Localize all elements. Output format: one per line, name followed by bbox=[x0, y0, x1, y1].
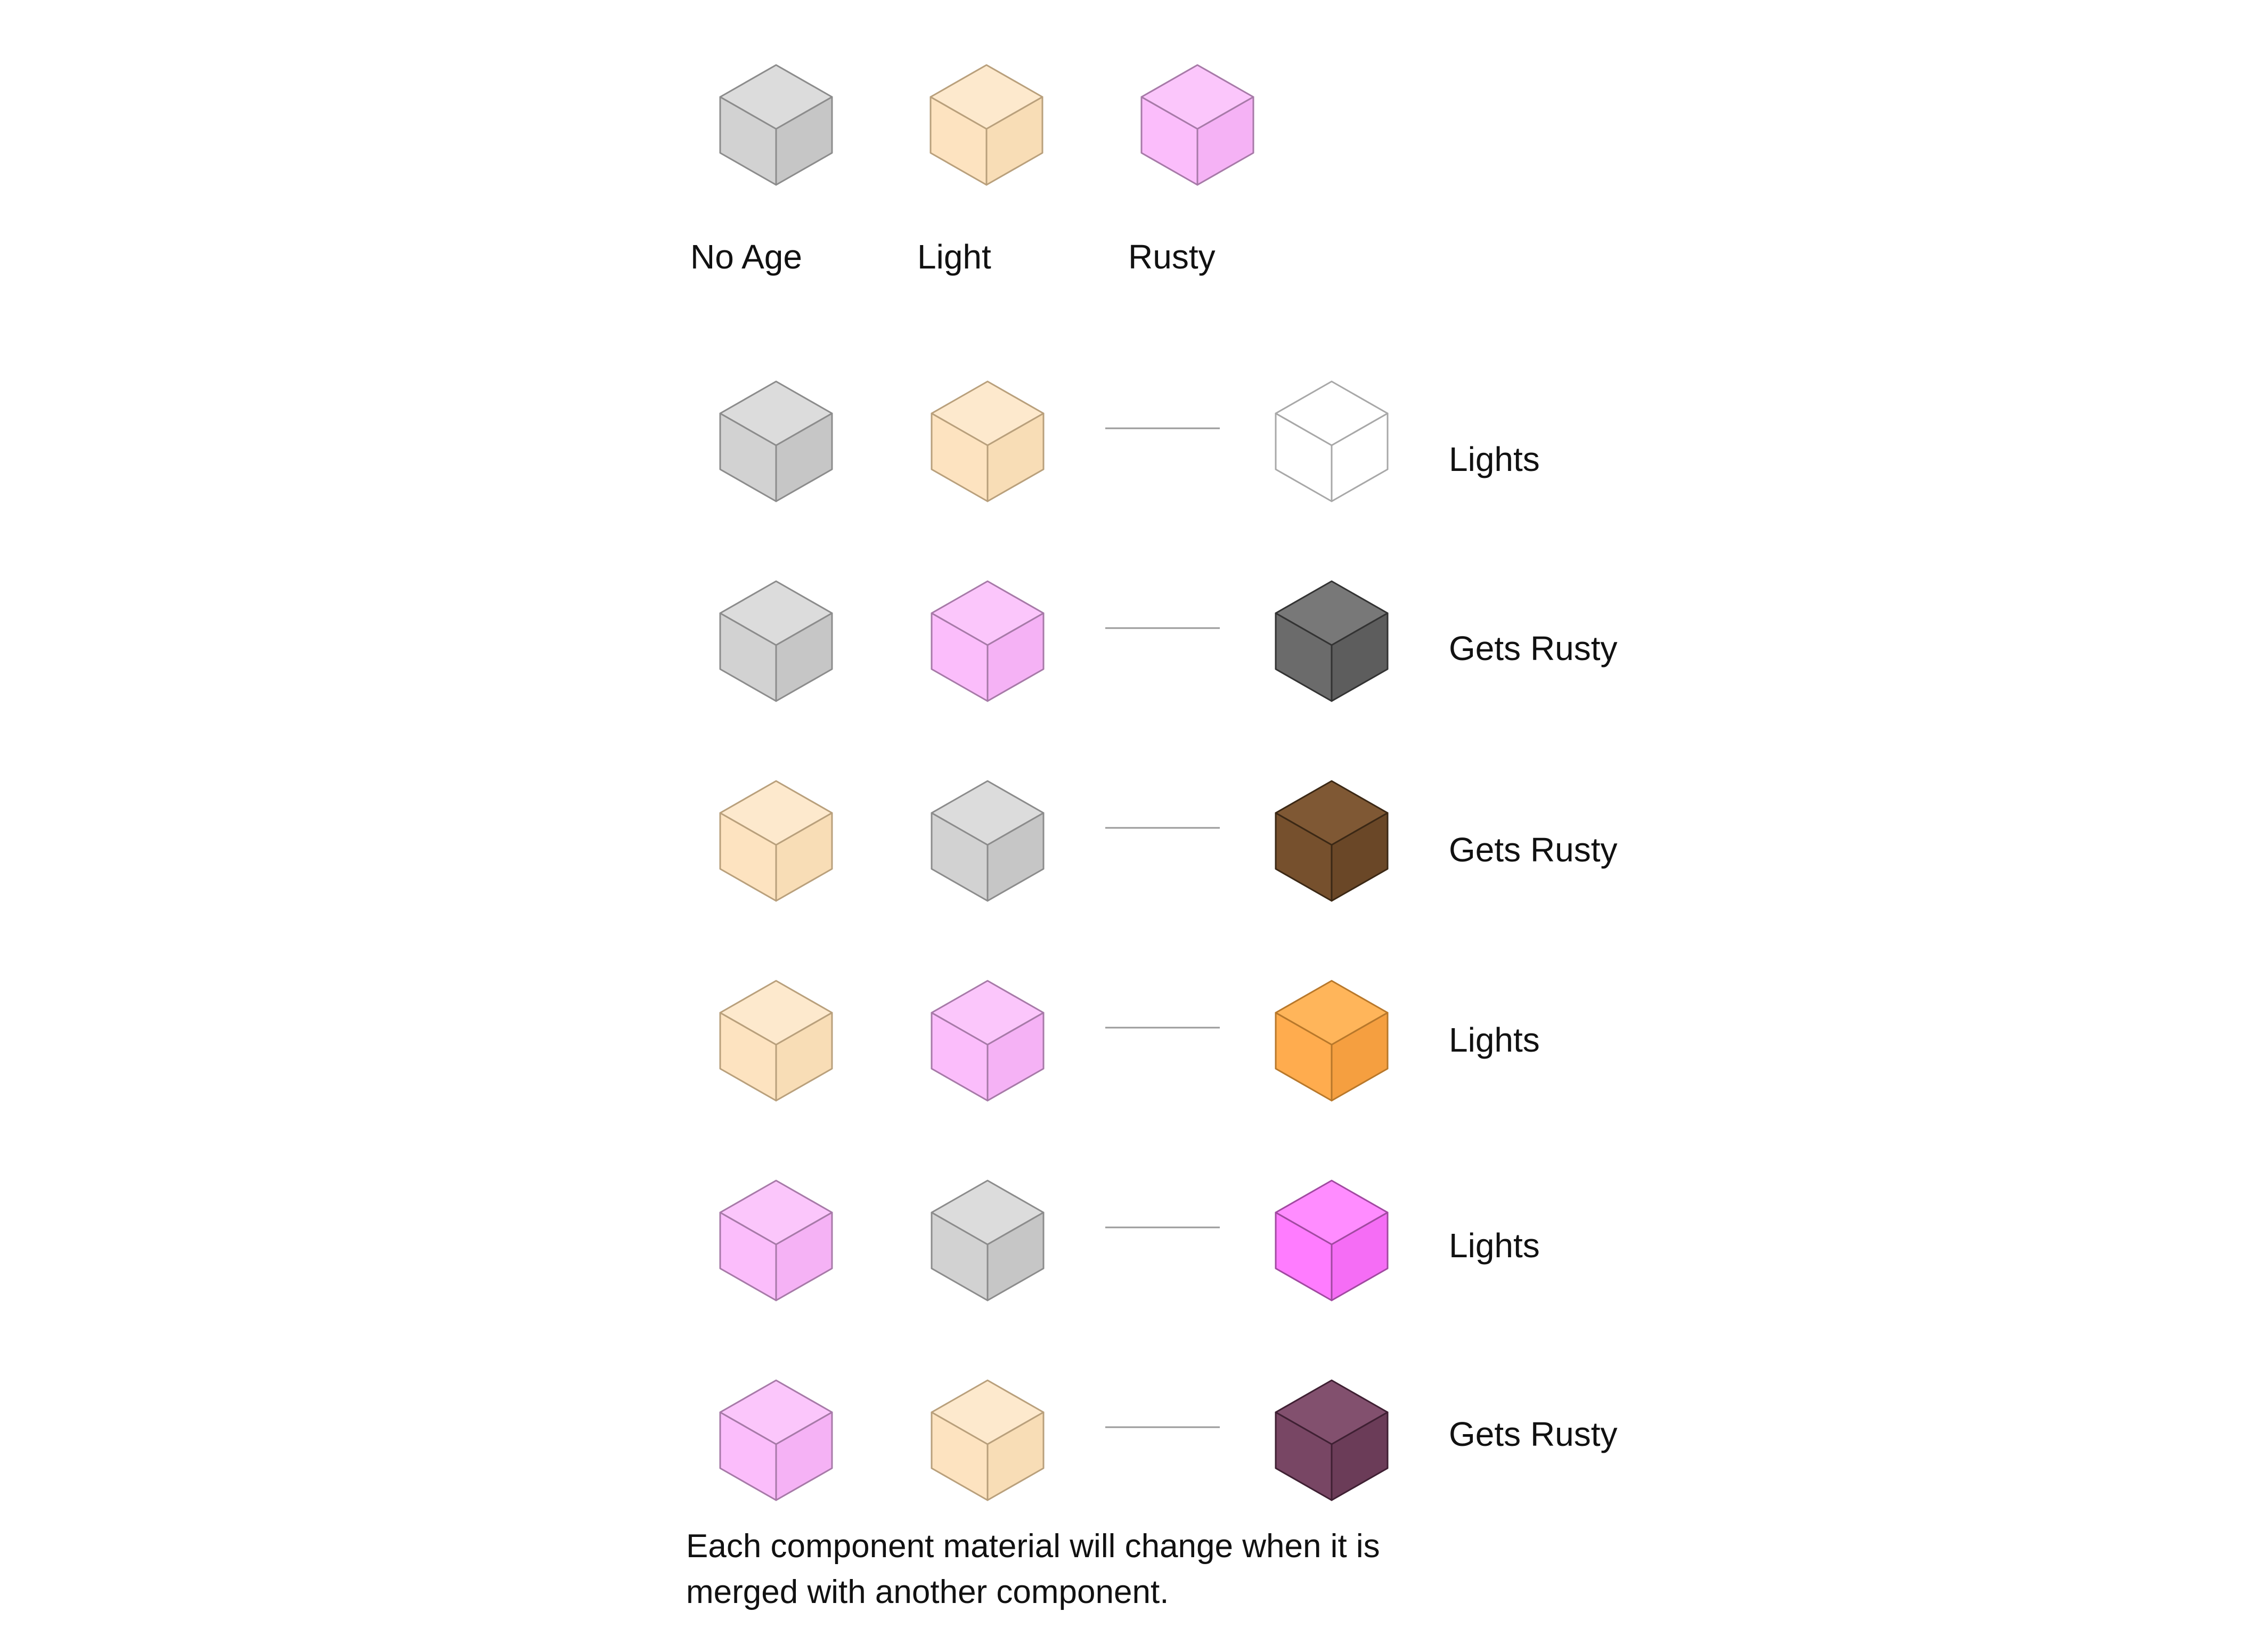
caption-line-1: Each component material will change when… bbox=[686, 1528, 1380, 1565]
input-cube-b-row-4-right-face bbox=[986, 1012, 1045, 1102]
input-cube-b-row-5-right-face bbox=[986, 1211, 1045, 1301]
caption: Each component material will change when… bbox=[686, 1524, 1485, 1615]
result-cube-row-2-right-face bbox=[1331, 612, 1389, 702]
legend-cube-3-right-face bbox=[1196, 96, 1254, 186]
input-cube-a-row-2-right-face bbox=[775, 612, 833, 702]
result-cube-row-4-right-face bbox=[1331, 1012, 1389, 1102]
input-cube-a-row-5-right-face bbox=[775, 1211, 833, 1301]
caption-line-2: merged with another component. bbox=[686, 1574, 1169, 1610]
input-cube-a-row-5 bbox=[719, 1179, 833, 1301]
legend-cube-2-right-face bbox=[985, 96, 1043, 186]
legend-label-rusty: Rusty bbox=[1128, 238, 1216, 276]
input-cube-b-row-3-right-face bbox=[986, 812, 1045, 902]
legend-label-light: Light bbox=[917, 238, 991, 276]
legend-cube-2 bbox=[929, 64, 1043, 186]
result-label-row-5: Lights bbox=[1449, 1226, 1540, 1265]
result-cube-row-3-right-face bbox=[1331, 812, 1389, 902]
result-label-row-2: Gets Rusty bbox=[1449, 629, 1618, 668]
result-cube-row-6 bbox=[1275, 1379, 1389, 1501]
result-cube-row-6-right-face bbox=[1331, 1411, 1389, 1501]
input-cube-a-row-4 bbox=[719, 980, 833, 1102]
input-cube-a-row-3-right-face bbox=[775, 812, 833, 902]
result-label-row-1: Lights bbox=[1449, 440, 1540, 478]
input-cube-b-row-1-right-face bbox=[986, 412, 1045, 502]
input-cube-b-row-3 bbox=[931, 780, 1045, 902]
result-cube-row-1-right-face bbox=[1331, 412, 1389, 502]
legend-cube-3 bbox=[1140, 64, 1254, 186]
legend-cube-1 bbox=[719, 64, 833, 186]
input-cube-a-row-4-right-face bbox=[775, 1012, 833, 1102]
result-cube-row-4 bbox=[1275, 980, 1389, 1102]
input-cube-a-row-6 bbox=[719, 1379, 833, 1501]
input-cube-b-row-2-right-face bbox=[986, 612, 1045, 702]
input-cube-b-row-4 bbox=[931, 980, 1045, 1102]
result-label-row-3: Gets Rusty bbox=[1449, 831, 1618, 869]
legend-label-no-age: No Age bbox=[690, 238, 802, 276]
input-cube-b-row-6 bbox=[931, 1379, 1045, 1501]
result-label-row-6: Gets Rusty bbox=[1449, 1415, 1618, 1453]
result-cube-row-5 bbox=[1275, 1179, 1389, 1301]
input-cube-a-row-3 bbox=[719, 780, 833, 902]
result-cube-row-2 bbox=[1275, 580, 1389, 702]
input-cube-a-row-1 bbox=[719, 380, 833, 502]
result-cube-row-5-right-face bbox=[1331, 1211, 1389, 1301]
input-cube-a-row-1-right-face bbox=[775, 412, 833, 502]
input-cube-a-row-6-right-face bbox=[775, 1411, 833, 1501]
result-cube-row-1 bbox=[1275, 380, 1389, 502]
input-cube-b-row-6-right-face bbox=[986, 1411, 1045, 1501]
result-cube-row-3 bbox=[1275, 780, 1389, 902]
input-cube-b-row-2 bbox=[931, 580, 1045, 702]
result-label-row-4: Lights bbox=[1449, 1021, 1540, 1059]
legend-cube-1-right-face bbox=[775, 96, 833, 186]
input-cube-b-row-1 bbox=[931, 380, 1045, 502]
input-cube-a-row-2 bbox=[719, 580, 833, 702]
input-cube-b-row-5 bbox=[931, 1179, 1045, 1301]
